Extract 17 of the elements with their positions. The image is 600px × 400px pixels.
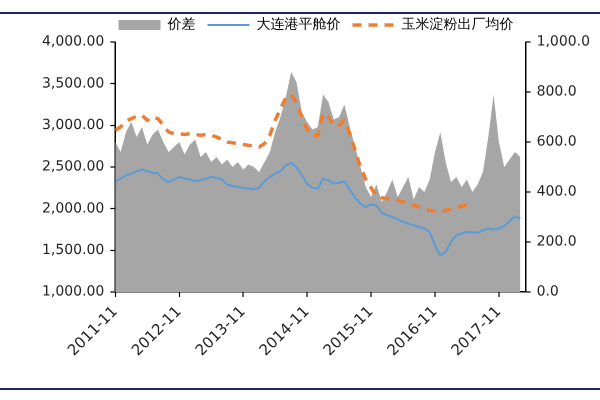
y2-tick-label: 800.0	[536, 84, 577, 100]
line-series	[115, 92, 469, 214]
y2-tick-label: 600.0	[536, 134, 577, 150]
y-tick-label: 3,000.00	[42, 116, 104, 133]
y2-tick-label: 1,000.0	[536, 34, 590, 50]
y-tick-label: 1,000.00	[42, 284, 104, 300]
y-tick-label: 4,000.00	[42, 34, 104, 50]
legend-label: 价差	[166, 16, 196, 33]
y-tick-label: 2,500.00	[42, 158, 104, 175]
y-tick-label: 3,500.00	[42, 75, 104, 92]
y2-tick-label: 400.0	[536, 184, 577, 200]
y-tick-label: 2,000.00	[42, 200, 104, 216]
y2-tick-label: 0.0	[536, 284, 559, 300]
y2-tick-label: 200.0	[536, 234, 577, 250]
y-tick-label: 1,500.00	[42, 242, 104, 258]
legend-label: 大连港平舱价	[256, 16, 340, 33]
legend-label: 玉米淀粉出厂均价	[402, 16, 514, 33]
